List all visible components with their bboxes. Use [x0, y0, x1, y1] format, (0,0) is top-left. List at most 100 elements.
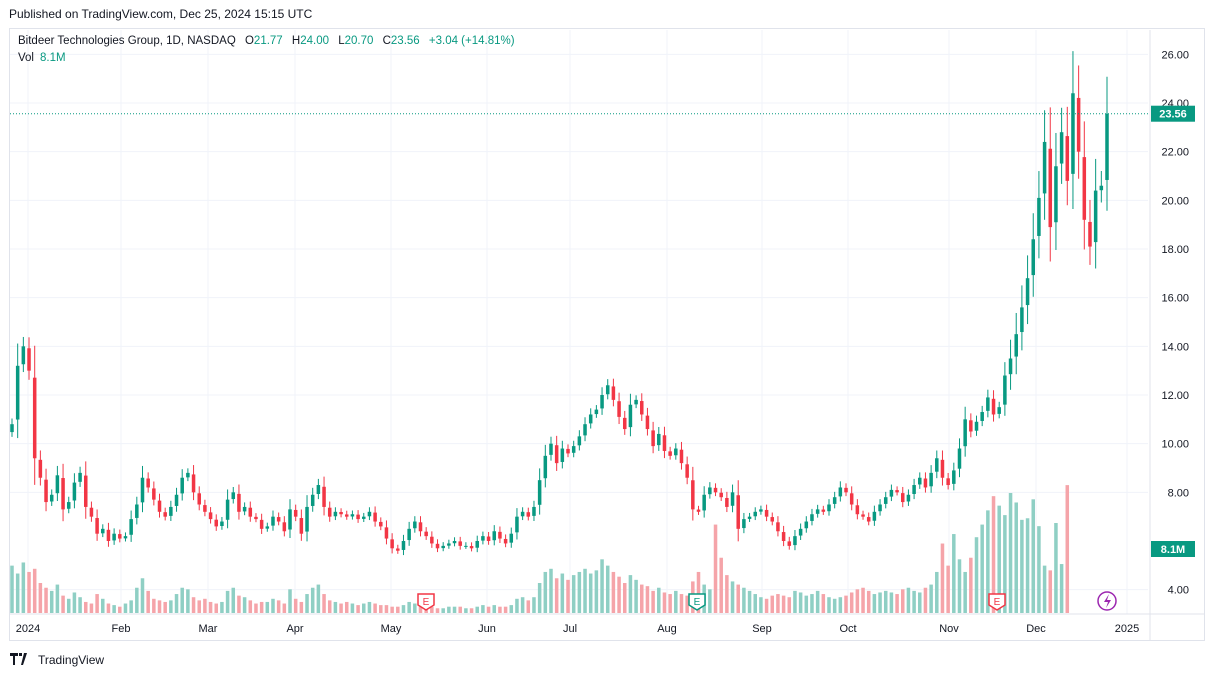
y-tick-label: 20.00	[1161, 195, 1189, 207]
volume-bar	[384, 605, 389, 613]
published-note: Published on TradingView.com, Dec 25, 20…	[9, 7, 313, 21]
volume-bar	[742, 587, 746, 613]
volume-bar	[1025, 518, 1030, 613]
volume-bar	[1048, 570, 1053, 613]
volume-bar	[634, 579, 638, 613]
footer-brand[interactable]: TradingView	[10, 652, 104, 668]
volume-bar	[344, 601, 349, 613]
volume-bar	[878, 592, 882, 613]
volume-bar	[747, 590, 752, 613]
x-tick-label: May	[381, 623, 402, 635]
candle-body	[305, 506, 309, 532]
close-value: 23.56	[390, 35, 420, 47]
candle-body	[957, 448, 962, 469]
candle-body	[747, 516, 752, 519]
volume-bar	[254, 603, 258, 613]
candle-body	[66, 502, 71, 509]
volume-bar	[844, 595, 848, 613]
volume-bar	[668, 594, 672, 613]
candle-body	[191, 474, 196, 493]
candle-body	[44, 479, 48, 503]
volume-bar	[265, 601, 270, 613]
y-tick-label: 10.00	[1161, 439, 1189, 451]
candle-body	[1008, 358, 1013, 375]
candle-body	[889, 489, 894, 497]
volume-bar	[645, 586, 650, 613]
candle-body	[61, 478, 65, 510]
volume-bar	[1031, 499, 1036, 613]
volume-bar	[146, 590, 150, 613]
volume-bar	[520, 597, 525, 613]
candle-body	[418, 522, 423, 532]
volume-bar	[611, 571, 616, 613]
candle-body	[691, 480, 695, 510]
candle-body	[1076, 97, 1081, 152]
volume-bar	[787, 597, 792, 613]
volume-bar	[396, 606, 400, 613]
volume-bar	[662, 592, 667, 613]
volume-bar	[997, 505, 1001, 613]
candle-body	[282, 522, 287, 532]
candle-body	[1003, 375, 1007, 405]
volume-bar	[191, 597, 196, 613]
candle-body	[844, 487, 848, 493]
candle-body	[464, 545, 468, 547]
volume-bar	[78, 597, 82, 613]
candle-body	[929, 472, 933, 487]
volume-bar	[1059, 564, 1064, 613]
candle-body	[520, 511, 525, 517]
candle-body	[242, 506, 247, 512]
volume-bar	[543, 571, 548, 613]
candle-body	[1065, 136, 1070, 181]
candle-body	[980, 412, 984, 421]
volume-bar	[713, 524, 718, 613]
candle-body	[503, 538, 508, 544]
candle-body	[997, 407, 1001, 414]
candle-body	[952, 470, 956, 484]
high-value: 24.00	[300, 35, 329, 47]
volume-bar	[237, 595, 241, 613]
volume-bar	[503, 606, 508, 613]
volume-bar	[118, 606, 122, 613]
volume-bar	[804, 595, 809, 613]
volume-bar	[333, 601, 338, 613]
volume-bar	[832, 598, 837, 613]
volume-bar	[418, 605, 423, 613]
candle-body	[798, 528, 803, 536]
volume-bar	[129, 600, 133, 613]
earnings-marker-icon: E	[688, 593, 706, 611]
volume-bar	[526, 600, 531, 613]
candle-body	[288, 509, 292, 530]
volume-bar	[986, 510, 990, 613]
candle-body	[759, 509, 763, 512]
candle-body	[685, 464, 689, 478]
candle-body	[742, 519, 746, 529]
x-tick-label: Jun	[478, 623, 496, 635]
candle-body	[764, 509, 769, 517]
candle-body	[594, 409, 599, 415]
earnings-marker-icon: E	[988, 593, 1006, 611]
candle-body	[220, 521, 224, 527]
volume-bar	[106, 603, 111, 613]
volume-bar	[186, 589, 190, 613]
candle-body	[588, 414, 593, 424]
candle-body	[605, 385, 610, 395]
candle-body	[526, 512, 531, 517]
candle-body	[719, 492, 723, 498]
candle-body	[821, 509, 826, 512]
volume-bar	[946, 565, 950, 613]
volume-bar	[952, 534, 956, 613]
candle-body	[293, 509, 298, 517]
volume-bar	[532, 597, 536, 613]
volume-bar	[140, 578, 145, 613]
volume-bar	[101, 598, 105, 613]
candle-body	[617, 401, 621, 417]
candle-body	[1093, 190, 1098, 243]
candle-body	[679, 449, 684, 464]
candle-body	[787, 541, 792, 546]
candle-body	[15, 365, 20, 420]
candle-body	[912, 485, 916, 494]
candle-body	[810, 514, 814, 521]
candle-body	[72, 482, 77, 501]
